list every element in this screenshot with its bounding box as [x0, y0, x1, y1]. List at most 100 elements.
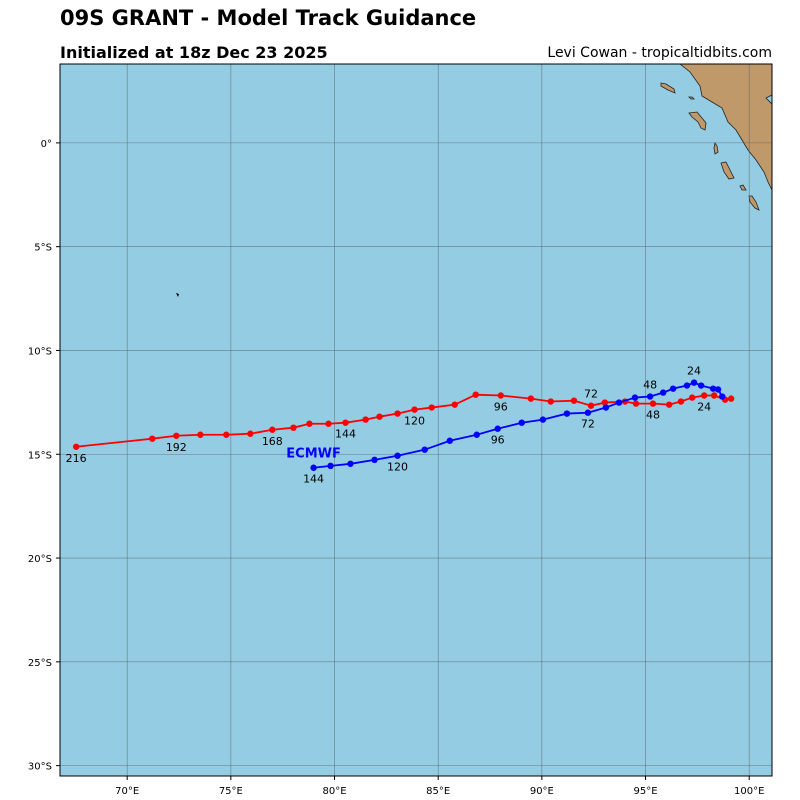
island [720, 161, 735, 180]
island [688, 111, 707, 131]
track-point [446, 437, 453, 444]
lat-tick-label: 30°S [28, 762, 52, 773]
island [176, 293, 179, 297]
track-point [376, 413, 383, 420]
forecast-hour-label: 24 [687, 365, 701, 378]
track-point [683, 382, 691, 389]
track-point [584, 409, 592, 416]
island [688, 96, 695, 100]
lat-tick-label: 0° [41, 139, 52, 150]
track-point [342, 419, 349, 426]
model-label: ECMWF [286, 447, 341, 462]
track-point [563, 410, 571, 417]
track-point [602, 404, 610, 411]
track-point [646, 393, 654, 400]
map-frame [59, 63, 773, 777]
track-point [547, 398, 554, 405]
axis-ticks: 70°E 75°E 80°E 85°E 90°E 95°E 100°E 0° 5°S 10°S 15… [28, 139, 764, 797]
lat-tick-label: 15°S [28, 450, 52, 461]
track-point [710, 392, 718, 399]
track-point [539, 416, 547, 423]
chart-title: 09S GRANT - Model Track Guidance [60, 6, 477, 30]
track-point [677, 398, 685, 405]
track-point [727, 395, 735, 402]
track-point [290, 424, 297, 431]
lon-tick-label: 85°E [426, 786, 450, 797]
track-point [615, 399, 623, 406]
credit: Levi Cowan - tropicaltidbits.com [547, 45, 772, 61]
lat-tick-label: 5°S [34, 243, 52, 254]
lon-tick-label: 80°E [322, 786, 346, 797]
track-point [223, 431, 230, 438]
forecast-hour-label: 96 [491, 434, 505, 447]
track-point [649, 400, 657, 407]
ocean [60, 64, 772, 776]
track-point [306, 420, 313, 427]
lat-tick-label: 25°S [28, 658, 52, 669]
track-point [690, 379, 698, 386]
track-point [451, 401, 458, 408]
track-point [697, 382, 705, 389]
track-point [347, 460, 354, 467]
forecast-hour-label: 168 [262, 435, 283, 448]
forecast-hour-label: 144 [303, 473, 324, 486]
island [739, 184, 747, 191]
track-point [310, 464, 317, 471]
track-point [411, 406, 418, 413]
forecast-hour-label: 24 [697, 401, 711, 414]
track-point [497, 392, 505, 399]
track-point [394, 452, 401, 459]
lon-tick-label: 75°E [219, 786, 243, 797]
track-point [472, 391, 479, 398]
forecast-hour-label: 48 [643, 379, 657, 392]
lon-tick-label: 95°E [634, 786, 658, 797]
track-point [327, 462, 334, 470]
track-line [76, 393, 732, 448]
forecast-hour-label: 216 [66, 452, 87, 465]
track-point [570, 397, 578, 404]
track-point [632, 400, 640, 407]
track-point [362, 416, 369, 423]
track-point [714, 386, 722, 393]
forecast-hour-label: 120 [404, 415, 425, 428]
track-point [247, 430, 254, 437]
forecast-hour-label: 48 [646, 409, 660, 422]
forecast-hour-label: 144 [335, 428, 356, 441]
track-point [197, 431, 204, 438]
forecast-hour-label: 72 [581, 418, 595, 431]
lon-tick-label: 70°E [115, 786, 139, 797]
track-point [587, 402, 595, 409]
island [748, 195, 760, 211]
track-point [518, 419, 525, 426]
track-point [494, 425, 501, 432]
track-point [325, 420, 332, 427]
track-point [709, 385, 717, 392]
init-time: Initialized at 18z Dec 23 2025 [60, 43, 328, 62]
track-point [428, 404, 435, 411]
lon-tick-label: 100°E [734, 786, 764, 797]
track-point [719, 393, 726, 400]
tracks: 24 48 72 96 120 144 168 192 216 24 48 72 96 120 144 ECM… [66, 365, 735, 486]
track-point [688, 394, 696, 401]
island [660, 82, 676, 94]
track-point [631, 394, 639, 401]
track-point [394, 410, 401, 417]
track-point [665, 401, 673, 408]
track-point [527, 395, 535, 402]
forecast-hour-label: 72 [584, 388, 598, 401]
track-point [269, 426, 276, 433]
track-point [659, 389, 667, 396]
forecast-hour-label: 192 [166, 441, 187, 454]
track-point [371, 456, 378, 464]
forecast-hour-label: 120 [387, 461, 408, 474]
track-point [149, 435, 156, 442]
island [713, 141, 719, 155]
track-point [72, 443, 80, 450]
track-point [701, 392, 708, 399]
lat-tick-label: 10°S [28, 346, 52, 357]
lat-tick-label: 20°S [28, 554, 52, 565]
grid [60, 64, 772, 776]
forecast-hour-label: 96 [494, 401, 508, 414]
track-point [669, 385, 677, 392]
